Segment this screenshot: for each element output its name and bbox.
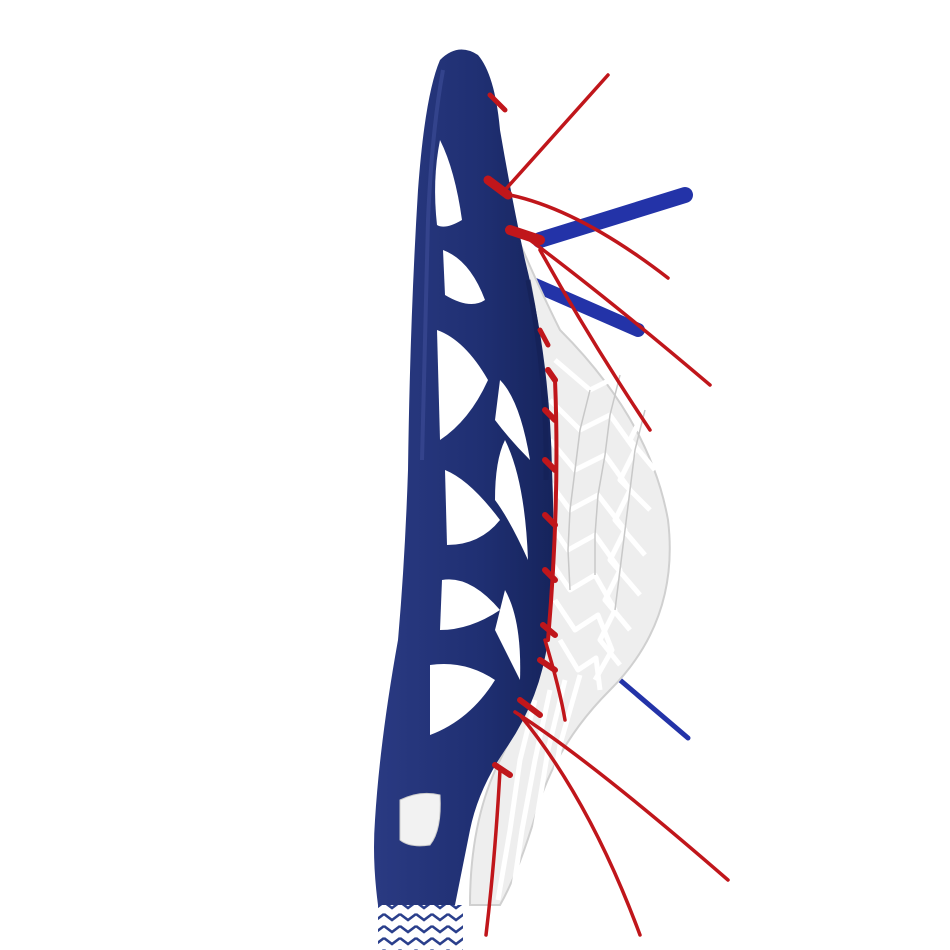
red-sidewall-strings — [483, 92, 559, 778]
lacrosse-head — [374, 49, 554, 905]
shaft-tape — [378, 905, 463, 950]
red-loose-strings — [484, 73, 730, 937]
